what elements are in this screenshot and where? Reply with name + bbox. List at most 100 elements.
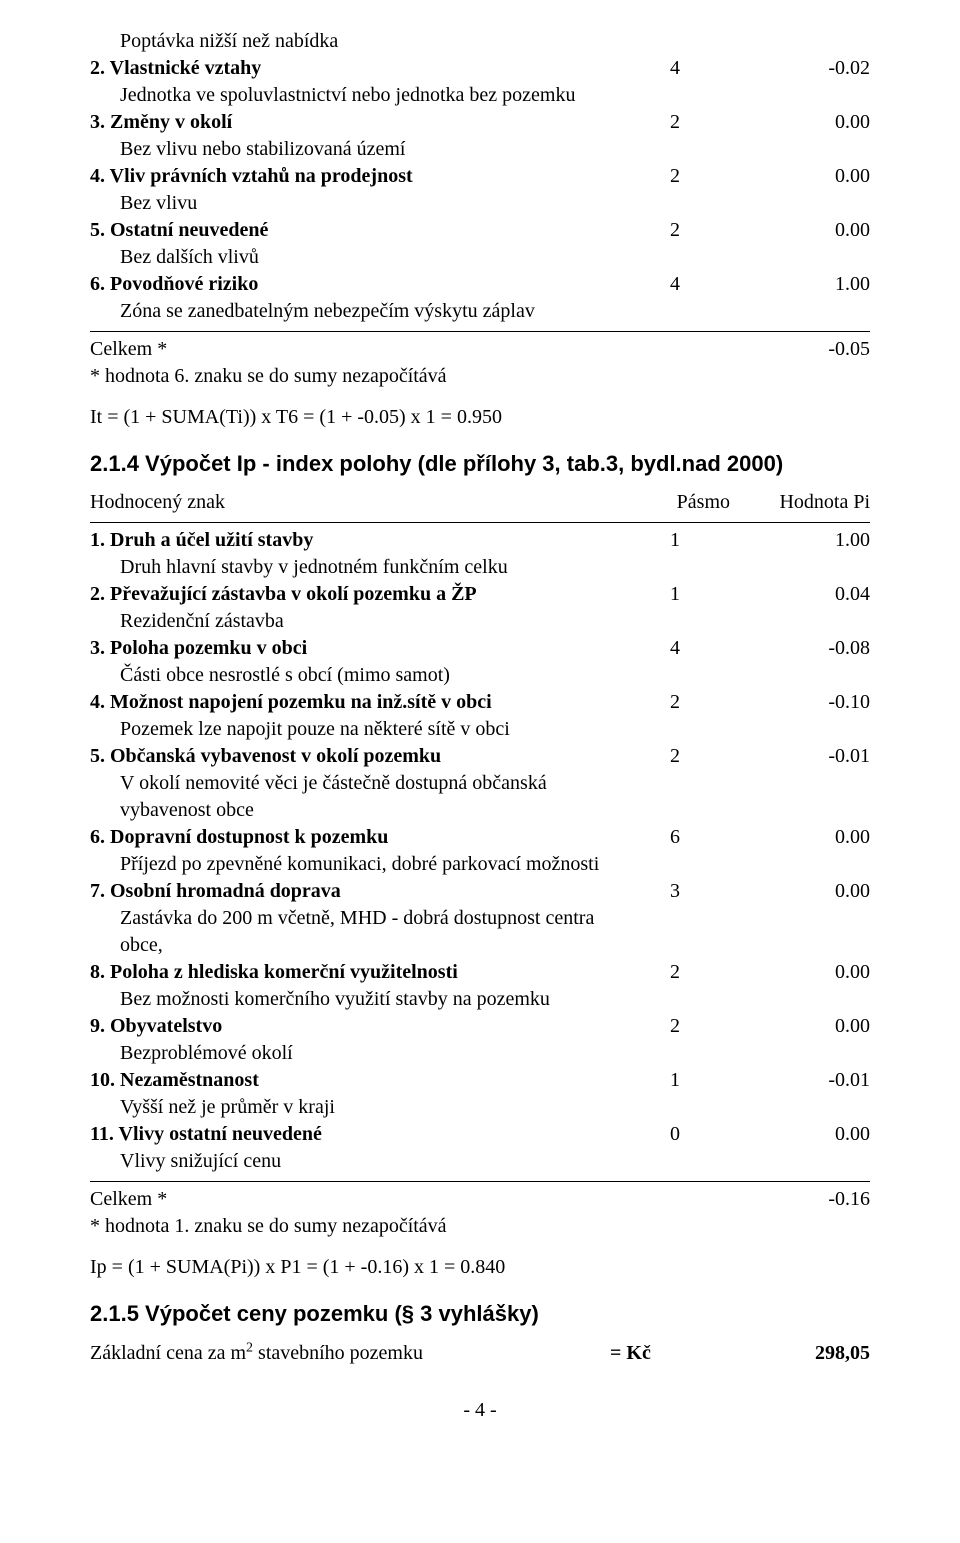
cell-hodnota: 0.00 (730, 1121, 870, 1148)
cell-label: Zastávka do 200 m včetně, MHD - dobrá do… (90, 905, 620, 959)
cell-hodnota: 0.00 (730, 959, 870, 986)
cell-pasmo (620, 28, 730, 55)
divider (90, 522, 870, 523)
price-label-pre: Základní cena za m (90, 1342, 246, 1364)
table-row: Pozemek lze napojit pouze na některé sít… (90, 716, 870, 743)
cell-pasmo (620, 82, 730, 109)
cell-label: Druh hlavní stavby v jednotném funkčním … (90, 554, 620, 581)
cell-pasmo: 4 (620, 55, 730, 82)
cell-pasmo: 2 (620, 689, 730, 716)
cell-pasmo (620, 1094, 730, 1121)
cell-hodnota: -0.08 (730, 635, 870, 662)
page-number: - 4 - (90, 1397, 870, 1424)
cell-label: Jednotka ve spoluvlastnictví nebo jednot… (90, 82, 620, 109)
cell-hodnota: 0.00 (730, 217, 870, 244)
cell-label: 3. Změny v okolí (90, 109, 620, 136)
table-row: V okolí nemovité věci je částečně dostup… (90, 770, 870, 824)
cell-pasmo: 1 (620, 527, 730, 554)
cell-label: Pozemek lze napojit pouze na některé sít… (90, 716, 620, 743)
cell-label: 7. Osobní hromadná doprava (90, 878, 620, 905)
cell-pasmo (620, 851, 730, 878)
table-row: 1. Druh a účel užití stavby11.00 (90, 527, 870, 554)
cell-label: 6. Povodňové riziko (90, 271, 620, 298)
table-row: Jednotka ve spoluvlastnictví nebo jednot… (90, 82, 870, 109)
cell-pasmo (620, 1040, 730, 1067)
section-1-table: Poptávka nižší než nabídka 2. Vlastnické… (90, 28, 870, 325)
cell-hodnota (730, 1148, 870, 1175)
formula: It = (1 + SUMA(Ti)) x T6 = (1 + -0.05) x… (90, 404, 870, 431)
price-label: Základní cena za m2 stavebního pozemku (90, 1340, 610, 1367)
total-row: Celkem * -0.05 (90, 336, 870, 363)
cell-label: Poptávka nižší než nabídka (90, 28, 620, 55)
cell-label: Bez vlivu (90, 190, 620, 217)
cell-hodnota: 0.00 (730, 1013, 870, 1040)
cell-label: Bez dalších vlivů (90, 244, 620, 271)
cell-hodnota: 1.00 (730, 271, 870, 298)
cell-label: 8. Poloha z hlediska komerční využitelno… (90, 959, 620, 986)
header-pasmo: Pásmo (620, 489, 730, 516)
cell-hodnota (730, 716, 870, 743)
table-row: Zastávka do 200 m včetně, MHD - dobrá do… (90, 905, 870, 959)
cell-label: 2. Vlastnické vztahy (90, 55, 620, 82)
cell-pasmo (620, 554, 730, 581)
cell-hodnota (730, 986, 870, 1013)
cell-label: 1. Druh a účel užití stavby (90, 527, 620, 554)
table-row: 4. Vliv právních vztahů na prodejnost 2 … (90, 163, 870, 190)
table-row: Bez dalších vlivů (90, 244, 870, 271)
cell-label: 11. Vlivy ostatní neuvedené (90, 1121, 620, 1148)
cell-hodnota: 0.00 (730, 163, 870, 190)
cell-pasmo: 2 (620, 959, 730, 986)
table-row: Části obce nesrostlé s obcí (mimo samot) (90, 662, 870, 689)
cell-label: Vlivy snižující cenu (90, 1148, 620, 1175)
cell-hodnota: -0.01 (730, 743, 870, 770)
cell-hodnota: 0.00 (730, 109, 870, 136)
cell-label: 2. Převažující zástavba v okolí pozemku … (90, 581, 620, 608)
header-label: Hodnocený znak (90, 489, 620, 516)
table-row: Vyšší než je průměr v kraji (90, 1094, 870, 1121)
cell-pasmo (620, 608, 730, 635)
cell-hodnota (730, 82, 870, 109)
cell-label: Části obce nesrostlé s obcí (mimo samot) (90, 662, 620, 689)
cell-pasmo: 2 (620, 1013, 730, 1040)
table-row: Poptávka nižší než nabídka (90, 28, 870, 55)
cell-hodnota: -0.01 (730, 1067, 870, 1094)
cell-label: 3. Poloha pozemku v obci (90, 635, 620, 662)
section-heading: 2.1.5 Výpočet ceny pozemku (§ 3 vyhlášky… (90, 1299, 870, 1329)
cell-label: 6. Dopravní dostupnost k pozemku (90, 824, 620, 851)
table-row: 3. Změny v okolí 2 0.00 (90, 109, 870, 136)
table-row: Vlivy snižující cenu (90, 1148, 870, 1175)
cell-pasmo: 2 (620, 163, 730, 190)
table-row: 3. Poloha pozemku v obci4-0.08 (90, 635, 870, 662)
price-eq: = Kč (610, 1340, 730, 1367)
divider (90, 331, 870, 332)
table-row: 2. Vlastnické vztahy 4 -0.02 (90, 55, 870, 82)
cell-pasmo (620, 1148, 730, 1175)
table-row: Bez vlivu nebo stabilizovaná území (90, 136, 870, 163)
cell-label: Příjezd po zpevněné komunikaci, dobré pa… (90, 851, 620, 878)
table-row: Bez vlivu (90, 190, 870, 217)
cell-pasmo (620, 770, 730, 824)
cell-label: Rezidenční zástavba (90, 608, 620, 635)
cell-hodnota (730, 1094, 870, 1121)
cell-label: 5. Občanská vybavenost v okolí pozemku (90, 743, 620, 770)
cell-pasmo: 4 (620, 271, 730, 298)
table-row: 10. Nezaměstnanost1-0.01 (90, 1067, 870, 1094)
table-row: 6. Dopravní dostupnost k pozemku60.00 (90, 824, 870, 851)
price-row: Základní cena za m2 stavebního pozemku =… (90, 1340, 870, 1367)
cell-hodnota (730, 244, 870, 271)
cell-label: 10. Nezaměstnanost (90, 1067, 620, 1094)
cell-label: Vyšší než je průměr v kraji (90, 1094, 620, 1121)
total-row: Celkem * -0.16 (90, 1186, 870, 1213)
table-row: Zóna se zanedbatelným nebezpečím výskytu… (90, 298, 870, 325)
cell-hodnota (730, 770, 870, 824)
table-row: 9. Obyvatelstvo20.00 (90, 1013, 870, 1040)
table-row: Rezidenční zástavba (90, 608, 870, 635)
cell-pasmo (620, 136, 730, 163)
table-row: 4. Možnost napojení pozemku na inž.sítě … (90, 689, 870, 716)
table-row: 11. Vlivy ostatní neuvedené00.00 (90, 1121, 870, 1148)
cell-label: Bez vlivu nebo stabilizovaná území (90, 136, 620, 163)
table-row: 5. Občanská vybavenost v okolí pozemku2-… (90, 743, 870, 770)
cell-hodnota (730, 190, 870, 217)
table-row: 5. Ostatní neuvedené 2 0.00 (90, 217, 870, 244)
table-row: 6. Povodňové riziko 4 1.00 (90, 271, 870, 298)
